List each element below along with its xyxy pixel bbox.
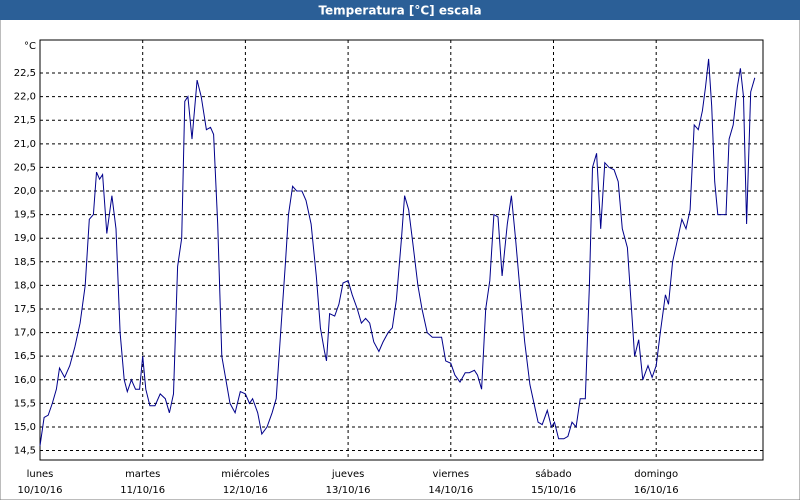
y-tick-label: 21,5 [14,115,36,126]
x-tick-date: 10/10/16 [18,485,63,496]
y-tick-label: 21,0 [14,139,36,150]
x-tick-date: 13/10/16 [326,485,371,496]
x-tick-label: sábado [535,468,571,480]
x-tick-label: viernes [433,469,469,480]
y-tick-label: 15,0 [14,422,36,433]
y-tick-label: 18,5 [14,257,36,268]
y-tick-label: 16,5 [14,351,36,362]
x-tick-label: jueves [331,469,365,480]
y-tick-label: 17,5 [14,304,36,315]
x-tick-label: miércoles [221,468,269,480]
y-tick-label: 19,0 [14,233,36,244]
y-tick-label: 22,5 [14,68,36,79]
y-tick-label: 17,0 [14,328,36,339]
y-axis-label: °C [24,41,36,52]
chart-title: Temperatura [°C] escala [318,4,481,18]
y-tick-label: 18,0 [14,280,36,291]
x-tick-label: domingo [634,469,678,480]
y-tick-label: 16,0 [14,375,36,386]
x-tick-label: martes [125,469,160,480]
title-bar [0,0,800,20]
y-tick-label: 20,5 [14,162,36,173]
y-tick-label: 15,5 [14,398,36,409]
x-tick-label: lunes [27,469,54,480]
x-tick-date: 15/10/16 [531,485,576,496]
temperature-line [39,58,756,446]
y-tick-label: 22,0 [14,92,36,103]
x-tick-date: 12/10/16 [223,485,268,496]
y-tick-label: 19,5 [14,210,36,221]
y-tick-label: 14,5 [14,446,36,457]
y-tick-label: 20,0 [14,186,36,197]
x-tick-date: 11/10/16 [120,485,165,496]
x-tick-date: 16/10/16 [634,485,679,496]
x-tick-date: 14/10/16 [428,485,473,496]
